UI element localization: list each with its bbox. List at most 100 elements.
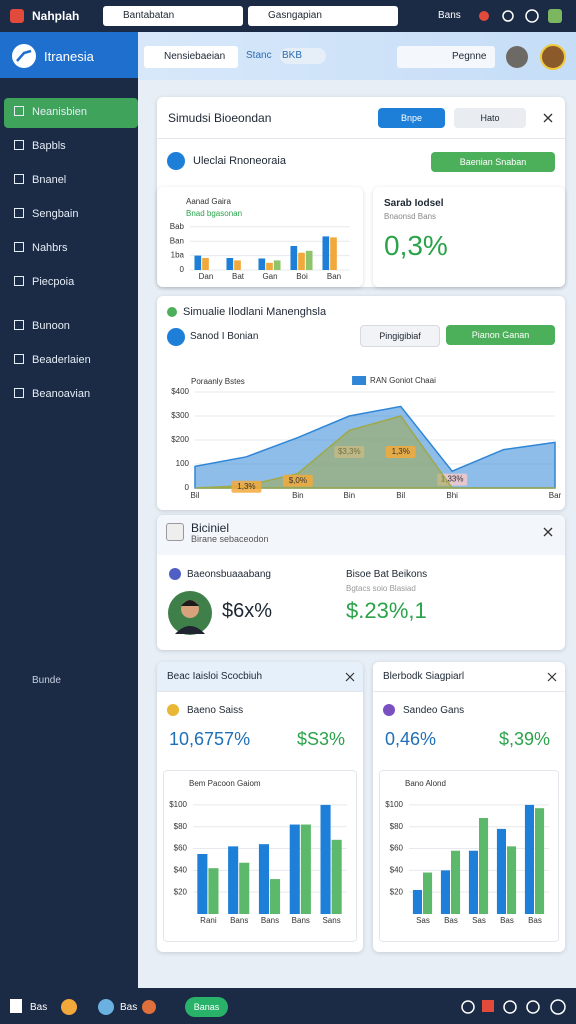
- y-tick-label: $40: [174, 865, 188, 874]
- y-tick-label: $20: [390, 887, 404, 896]
- close-icon[interactable]: [543, 527, 553, 537]
- bar: [322, 236, 330, 270]
- stat-value: $,39%: [499, 729, 551, 749]
- bar: [228, 846, 239, 914]
- nav-label: Bunoon: [32, 320, 70, 332]
- close-stroke: [547, 672, 557, 682]
- y-tick-label: $100: [385, 800, 403, 809]
- item-label: Sandeo Gans: [403, 705, 465, 716]
- bar: [290, 246, 298, 270]
- sidebar-footer: Bunde: [32, 675, 61, 686]
- x-tick-label: Bas: [444, 916, 458, 925]
- chart-title: Bem Pacoon Gaiom: [189, 779, 261, 788]
- x-tick-label: Dan: [199, 272, 214, 281]
- item-value: $6x%: [222, 600, 273, 622]
- chart: Aanad Gaira Bnad bgasonan 0 1ba Ban Bab Dan Bat…: [170, 197, 350, 281]
- panel-icon: [166, 523, 184, 541]
- nav-item[interactable]: Bunoon: [14, 320, 70, 332]
- chart-title: Bano Alond: [405, 779, 446, 788]
- y-tick-label: $40: [390, 865, 404, 874]
- close-icon[interactable]: [543, 113, 553, 123]
- divider: [157, 138, 565, 139]
- nav-item[interactable]: Sengbain: [14, 208, 79, 220]
- pill[interactable]: Stanc: [246, 50, 272, 61]
- close-icon[interactable]: [547, 672, 557, 682]
- nav-item[interactable]: Beanoavian: [14, 388, 90, 400]
- nav-icon: [14, 174, 24, 184]
- bar: [202, 258, 209, 270]
- y-tick-label: $60: [390, 844, 404, 853]
- nav-item[interactable]: Neanisbien: [14, 106, 87, 118]
- bottom-bar: [0, 988, 576, 1024]
- pill[interactable]: BKB: [280, 48, 326, 64]
- app-name: Nahplah: [32, 9, 80, 23]
- bar: [197, 854, 208, 914]
- nav-item[interactable]: Piecpoia: [14, 276, 74, 288]
- chart: Poraanly Bstes 0 100 $200 $300 $400 Bil Bin Bin B…: [171, 376, 562, 500]
- nav-label: Nahbrs: [32, 242, 68, 254]
- app-icon: [10, 9, 24, 23]
- close-icon[interactable]: [345, 672, 355, 682]
- search-bar[interactable]: Gasngapian: [248, 6, 398, 26]
- chart-card: [379, 770, 559, 942]
- bar: [234, 260, 241, 270]
- panel-title: Beac Iaisloi Scocbiuh: [167, 671, 263, 682]
- nav-label: Sengbain: [32, 208, 79, 220]
- panel-title: Simudsi Bioeondan: [168, 111, 272, 125]
- value-label-bg: [231, 480, 262, 493]
- nav-item[interactable]: Beaderlaien: [14, 354, 91, 366]
- nav-item[interactable]: Nahbrs: [14, 242, 67, 254]
- panel-header: [157, 515, 565, 555]
- bar: [300, 824, 311, 914]
- stat-value: $S3%: [297, 729, 346, 749]
- bar: [535, 808, 545, 914]
- button[interactable]: Bnpe: [378, 108, 445, 128]
- bar: [320, 804, 331, 914]
- panel-title: Simualie Ilodlani Manenghsla: [183, 306, 327, 318]
- x-tick-label: Bhi: [446, 491, 458, 500]
- dropdown[interactable]: Hato: [454, 108, 526, 128]
- section-icon: [167, 328, 185, 346]
- avatar[interactable]: [506, 46, 528, 68]
- y-tick-label: 100: [176, 459, 190, 468]
- bar: [258, 844, 269, 914]
- x-tick-label: Bin: [292, 491, 304, 500]
- button[interactable]: Baenian Snaban: [431, 152, 555, 172]
- avatar[interactable]: [540, 44, 566, 70]
- section-icon: [167, 152, 185, 170]
- top-tab[interactable]: Nensiebaeian: [144, 46, 238, 68]
- bar: [289, 824, 300, 914]
- bar: [273, 260, 281, 270]
- x-tick-label: Bas: [528, 916, 542, 925]
- nav-item[interactable]: Bapbls: [14, 140, 66, 152]
- panel-header: [373, 662, 565, 692]
- nav-icon: [14, 242, 24, 252]
- stat-value: 0,3%: [384, 230, 448, 261]
- bar: [266, 262, 273, 270]
- button[interactable]: Pianon Ganan: [446, 325, 555, 345]
- y-tick-label: $400: [171, 387, 189, 396]
- nav-item[interactable]: Bnanel: [14, 174, 66, 186]
- y-tick-label: $60: [174, 844, 188, 853]
- x-tick-label: Bil: [191, 491, 200, 500]
- account[interactable]: Bans: [438, 10, 461, 21]
- x-tick-label: Sas: [416, 916, 430, 925]
- x-tick-label: Bar: [549, 491, 562, 500]
- nav-icon: [14, 354, 24, 364]
- bar: [331, 839, 342, 914]
- bar: [194, 255, 202, 270]
- bar: [451, 850, 461, 914]
- avatar: [168, 591, 212, 635]
- nav-active[interactable]: [4, 98, 138, 128]
- address-bar[interactable]: Bantabatan: [103, 6, 243, 26]
- button[interactable]: Pingigibiaf: [360, 325, 440, 347]
- bottom-icons: [461, 999, 566, 1015]
- top-search[interactable]: Pegnne: [397, 46, 495, 68]
- bottom-item[interactable]: Bas: [30, 1002, 48, 1013]
- bar: [298, 252, 305, 270]
- nav-label: Beanoavian: [32, 388, 91, 400]
- bottom-item[interactable]: Bas: [120, 1002, 138, 1013]
- bottom-button[interactable]: Banas: [185, 997, 228, 1017]
- bar: [239, 862, 250, 914]
